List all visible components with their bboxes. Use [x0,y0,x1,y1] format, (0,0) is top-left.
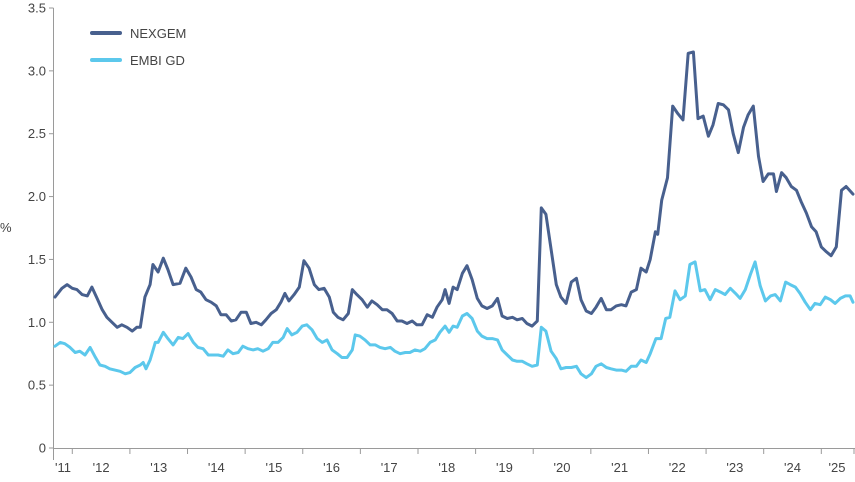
x-tick-label: '15 [265,460,282,475]
x-tick-label: '22 [669,460,686,475]
y-tick-label: 2.0 [28,189,46,204]
legend-label-nexgem: NEXGEM [130,26,186,41]
y-tick-label: 1.0 [28,315,46,330]
x-tick-label: '23 [726,460,743,475]
x-tick-label: '14 [208,460,225,475]
x-axis: '11 '12 '13 '14 '15 '16 '17 '18 '19 '20 '21 '22 '23 '… [54,448,855,475]
legend-label-embi-gd: EMBI GD [130,53,185,68]
x-tick-label: '24 [784,460,801,475]
x-tick-label: '18 [438,460,455,475]
x-tick-label: '19 [496,460,513,475]
x-tick-label: '21 [611,460,628,475]
x-tick-label: '12 [93,460,110,475]
x-tick-label: '17 [381,460,398,475]
y-tick-label: 0.5 [28,378,46,393]
x-tick-label: '16 [323,460,340,475]
series-line-embi-gd [55,262,853,378]
y-axis-label: % [0,220,12,235]
x-tick-label: '25 [829,460,846,475]
series-group [55,52,853,378]
y-tick-label: 1.5 [28,252,46,267]
y-tick-label: 3.5 [28,1,46,16]
y-tick-label: 0 [39,441,46,456]
y-axis: 0 0.5 1.0 1.5 2.0 2.5 3.0 3.5 [28,1,54,461]
y-tick-label: 3.0 [28,63,46,78]
legend: NEXGEM EMBI GD [92,26,186,68]
x-tick-label: '13 [150,460,167,475]
y-tick-label: 2.5 [28,126,46,141]
x-tick-label: '11 [55,460,71,475]
x-tick-label: '20 [554,460,571,475]
